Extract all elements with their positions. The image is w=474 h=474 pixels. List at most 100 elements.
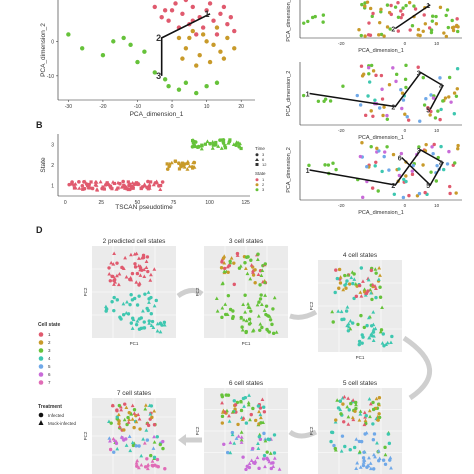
data-point	[385, 340, 390, 345]
data-point	[347, 408, 351, 412]
data-point	[138, 265, 143, 269]
data-point	[328, 99, 333, 103]
data-point	[389, 466, 393, 470]
data-point	[152, 440, 157, 444]
data-point	[350, 270, 355, 274]
data-point	[220, 306, 225, 310]
data-point	[145, 466, 150, 471]
data-point	[335, 398, 340, 402]
data-point	[130, 180, 135, 185]
data-point	[149, 312, 153, 316]
data-point	[136, 412, 141, 417]
data-point	[149, 453, 153, 458]
panel-b-label: B	[36, 120, 43, 130]
data-point	[346, 422, 351, 426]
data-point	[130, 316, 135, 320]
data-point	[158, 442, 162, 447]
data-point	[307, 163, 311, 168]
data-point	[370, 14, 374, 19]
data-point	[251, 406, 255, 411]
data-point	[365, 165, 369, 169]
data-point	[119, 185, 124, 189]
data-point	[190, 137, 195, 142]
data-point	[132, 252, 137, 256]
data-point	[455, 17, 459, 21]
data-point	[256, 441, 260, 446]
data-point	[352, 445, 357, 450]
data-point	[130, 417, 135, 421]
x-tick-label: 0	[171, 104, 174, 110]
data-point	[239, 430, 244, 434]
data-point	[222, 141, 226, 145]
data-point	[266, 328, 271, 333]
data-point	[241, 396, 246, 401]
data-point	[365, 0, 370, 4]
data-point	[112, 308, 116, 313]
data-point	[127, 434, 132, 439]
data-point	[379, 73, 384, 78]
data-point	[162, 320, 167, 325]
data-point	[231, 409, 235, 414]
data-point	[381, 113, 385, 118]
data-point	[200, 143, 204, 147]
data-point	[124, 405, 129, 409]
data-point	[444, 34, 449, 39]
data-point	[153, 181, 158, 185]
data-point	[160, 180, 165, 184]
data-point	[223, 144, 227, 148]
data-point	[423, 190, 427, 195]
data-point	[334, 418, 338, 422]
data-point	[345, 323, 350, 328]
data-point	[204, 8, 209, 13]
data-point	[360, 74, 365, 78]
data-point	[333, 446, 337, 451]
data-point	[70, 180, 74, 184]
data-point	[401, 6, 405, 10]
data-point	[450, 25, 455, 30]
data-point	[380, 97, 385, 101]
data-point	[429, 93, 433, 97]
data-point	[268, 318, 273, 322]
data-point	[329, 430, 334, 434]
data-point	[379, 328, 384, 332]
data-point	[258, 283, 262, 287]
data-point	[404, 174, 408, 178]
data-point	[246, 400, 251, 405]
data-point	[176, 87, 182, 92]
data-point	[127, 417, 132, 421]
y-axis-label: PC2	[309, 301, 314, 310]
data-point	[124, 274, 129, 279]
data-point	[255, 302, 260, 307]
data-point	[135, 319, 140, 323]
data-point	[345, 404, 350, 409]
y-axis-label: PC2	[309, 426, 314, 435]
data-point	[185, 161, 190, 166]
data-point	[371, 69, 376, 73]
data-point	[374, 73, 378, 78]
data-point	[248, 276, 253, 281]
data-point	[367, 408, 372, 413]
legend-symbol	[255, 153, 259, 157]
data-point	[447, 75, 452, 80]
data-point	[346, 396, 351, 400]
data-point	[236, 141, 241, 145]
data-point	[180, 161, 185, 165]
data-point	[359, 266, 364, 270]
data-point	[218, 11, 223, 16]
data-point	[139, 326, 143, 331]
data-point	[253, 281, 257, 285]
data-point	[70, 182, 74, 186]
data-point	[115, 415, 119, 419]
data-point	[363, 4, 367, 8]
y-axis-label: PCA_dimension_2	[286, 71, 292, 117]
data-point	[195, 145, 200, 150]
data-point	[232, 399, 236, 403]
data-point	[210, 139, 215, 144]
data-point	[375, 417, 380, 422]
data-point	[173, 1, 178, 6]
data-point	[197, 52, 202, 58]
data-point	[441, 99, 445, 103]
data-point	[121, 313, 126, 317]
data-point	[251, 446, 255, 451]
